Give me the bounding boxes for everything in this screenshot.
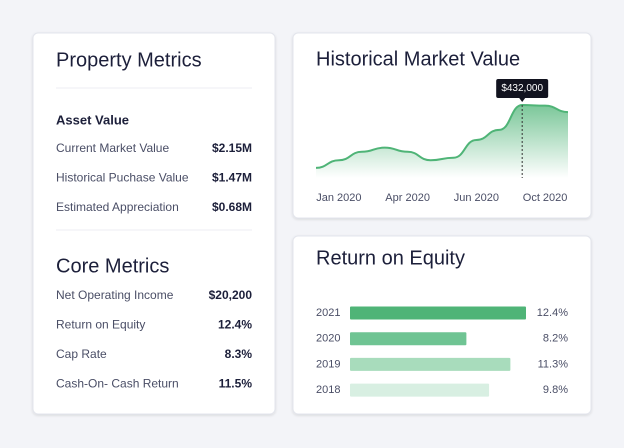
value-label: 9.8%: [543, 384, 568, 396]
metric-value: $1.47M: [212, 171, 252, 185]
area: [316, 104, 568, 178]
chart-title: Return on Equity: [316, 247, 465, 269]
x-tick-label: Jun 2020: [454, 192, 499, 204]
bar: [350, 357, 511, 371]
metric-label: Historical Puchase Value: [56, 171, 189, 185]
bar: [350, 306, 526, 320]
metric-value: 12.4%: [218, 318, 252, 332]
x-tick-label: Oct 2020: [523, 192, 568, 204]
bar: [350, 383, 490, 397]
metric-value: 8.3%: [225, 347, 253, 361]
card: [32, 32, 276, 415]
chart-title: Historical Market Value: [316, 48, 520, 70]
line: [315, 103, 569, 169]
metric-label: Estimated Appreciation: [56, 200, 179, 214]
tooltip-label: $432,000: [501, 83, 543, 94]
value-label: 12.4%: [537, 307, 568, 319]
metric-label: Cap Rate: [56, 347, 107, 361]
tooltip: [496, 78, 549, 98]
category-label: 2020: [316, 333, 340, 345]
value-label: 8.2%: [543, 333, 568, 345]
metric-value: $20,200: [209, 288, 253, 302]
bar: [350, 332, 467, 346]
metric-label: Net Operating Income: [56, 288, 174, 302]
category-label: 2018: [316, 384, 340, 396]
card-title: Property Metrics: [56, 49, 202, 71]
metric-label: Current Market Value: [56, 141, 169, 155]
category-label: 2021: [316, 307, 340, 319]
tooltip-tip: [519, 97, 526, 102]
category-label: 2019: [316, 358, 340, 370]
metric-value: $0.68M: [212, 200, 252, 214]
metric-value: 11.5%: [219, 377, 253, 391]
value-label: 11.3%: [538, 358, 569, 370]
metric-label: Return on Equity: [56, 318, 145, 332]
section-title: Core Metrics: [56, 255, 169, 277]
x-tick-label: Jan 2020: [316, 192, 361, 204]
section-title: Asset Value: [56, 112, 129, 127]
metric-label: Cash-On- Cash Return: [56, 377, 179, 391]
metric-value: $2.15M: [212, 141, 252, 155]
x-tick-label: Apr 2020: [385, 192, 430, 204]
